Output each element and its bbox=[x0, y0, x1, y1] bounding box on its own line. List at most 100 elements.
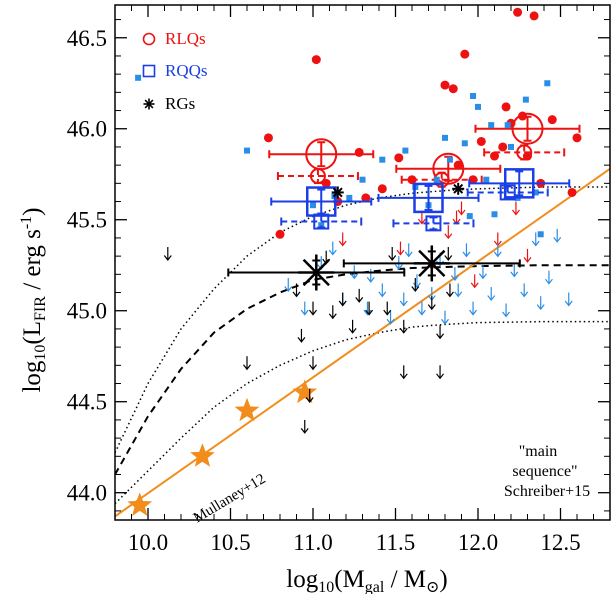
y-tick-label: 44.5 bbox=[67, 390, 107, 415]
rqq-point bbox=[466, 213, 473, 220]
rgs-upper-limit bbox=[436, 365, 445, 380]
rgs-upper-limit bbox=[305, 388, 314, 403]
rqqs-upper-limit bbox=[564, 292, 573, 307]
rqq-point bbox=[359, 176, 366, 183]
mullaney-label: Mullaney+12 bbox=[191, 471, 269, 526]
legend-label-rgs: RGs bbox=[165, 94, 195, 113]
rqqs-upper-limit bbox=[366, 268, 375, 283]
mullaney-star bbox=[234, 397, 260, 422]
rlq-point bbox=[567, 187, 577, 197]
rqqs-upper-limit bbox=[399, 292, 408, 307]
rqqs-upper-limit bbox=[493, 243, 502, 258]
rqqs-upper-limit bbox=[450, 267, 459, 282]
rlq-point bbox=[498, 142, 508, 152]
x-tick-label: 10.0 bbox=[128, 530, 168, 555]
rqq-point bbox=[346, 194, 353, 201]
rqq-point bbox=[508, 143, 514, 150]
rqqs-upper-limit bbox=[300, 301, 309, 316]
rlqs-upper-limit bbox=[396, 241, 405, 256]
rqq-point bbox=[483, 176, 490, 183]
rqqs-upper-limit bbox=[553, 228, 562, 243]
rqq-point bbox=[402, 147, 409, 154]
legend-square-icon bbox=[142, 64, 156, 78]
annotations: "main sequence" Schreiber+15 Mullaney+12 bbox=[191, 443, 590, 526]
rqq-point bbox=[433, 176, 440, 183]
rqq-point bbox=[379, 156, 386, 163]
rgs-upper-limit bbox=[297, 328, 306, 343]
rqq-point bbox=[461, 140, 468, 147]
rqqs-upper-limit bbox=[441, 310, 449, 325]
x-tick-label: 10.5 bbox=[210, 530, 250, 555]
legend-label-rqqs: RQQs bbox=[165, 61, 208, 80]
rqq-median-errorbar bbox=[392, 216, 475, 231]
rqq-point bbox=[537, 231, 544, 238]
rg-mean-marker bbox=[298, 254, 335, 291]
legend-label-rlqs: RLQs bbox=[165, 29, 206, 48]
mullaney-star bbox=[292, 379, 318, 404]
rqqs-upper-limit bbox=[536, 296, 545, 311]
rlqs-upper-limit bbox=[452, 210, 461, 225]
rgs-upper-limit bbox=[427, 296, 436, 311]
rlq-point bbox=[377, 184, 387, 194]
rqqs-upper-limit bbox=[462, 243, 471, 258]
rlq-point bbox=[529, 11, 539, 21]
rqqs-upper-limit bbox=[378, 283, 387, 298]
rgs-upper-limit bbox=[163, 247, 172, 262]
y-tick-label: 46.5 bbox=[67, 26, 107, 51]
rlq-point bbox=[572, 133, 582, 143]
rqq-point bbox=[522, 96, 529, 103]
rqq-mean-marker bbox=[504, 168, 535, 199]
rqq-median-marker bbox=[313, 213, 330, 230]
rgs-upper-limit bbox=[348, 319, 357, 334]
x-tick-label: 12.5 bbox=[540, 530, 580, 555]
rlq-mean-errorbar bbox=[268, 141, 375, 168]
rgs-upper-limit bbox=[445, 283, 454, 298]
rgs-upper-limit bbox=[399, 319, 408, 334]
rgs-upper-limit bbox=[300, 419, 309, 434]
rlqs-upper-limit bbox=[523, 248, 532, 263]
rlq-point bbox=[513, 7, 523, 17]
rlqs-upper-limit bbox=[511, 201, 520, 216]
rlqs-upper-limit bbox=[338, 232, 347, 247]
rgs-upper-limit bbox=[444, 247, 453, 262]
rgs-upper-limit bbox=[355, 288, 364, 303]
rlq-mean-marker bbox=[511, 112, 544, 145]
rg-point bbox=[452, 182, 465, 195]
rqqs-upper-limit bbox=[454, 283, 463, 298]
rgs-upper-limit bbox=[328, 305, 337, 320]
rqq-point bbox=[504, 122, 511, 129]
y-tick-label: 46.0 bbox=[67, 117, 107, 142]
rlqs-upper-limit bbox=[457, 201, 466, 216]
main-sequence-label-2: sequence" bbox=[512, 463, 577, 480]
rqq-point bbox=[532, 189, 539, 196]
rqq-point bbox=[135, 74, 142, 81]
mullaney-star bbox=[127, 492, 153, 516]
rqqs-upper-limit bbox=[510, 263, 519, 278]
rqqs-upper-limit bbox=[386, 310, 395, 325]
rg-mean-marker bbox=[413, 245, 450, 282]
rlq-point bbox=[523, 151, 532, 161]
rlq-point bbox=[440, 80, 450, 90]
rqqs-upper-limit bbox=[502, 303, 511, 318]
rlq-median-marker bbox=[309, 168, 326, 185]
rgs-upper-limit bbox=[436, 325, 445, 340]
rlq-point bbox=[448, 84, 458, 94]
mullaney-star bbox=[190, 443, 215, 467]
rlq-point bbox=[476, 136, 486, 146]
rlq-point bbox=[311, 55, 321, 65]
rqq-mean-errorbar bbox=[377, 184, 480, 211]
axes-layer: 10.0 10.5 11.0 11.5 12.0 12.5 44.0 44.5 45.0 45.5… bbox=[67, 4, 611, 555]
rqq-point bbox=[446, 156, 453, 163]
rqqs-upper-limit bbox=[417, 301, 426, 316]
rlqs-upper-limit bbox=[444, 225, 453, 240]
rgs-upper-limit bbox=[309, 356, 317, 371]
y-tick-label: 44.0 bbox=[67, 481, 107, 506]
rgs-upper-limit bbox=[383, 301, 392, 316]
rqq-median-errorbar bbox=[280, 214, 363, 229]
rqq-point bbox=[544, 80, 551, 87]
rqq-mean-errorbar bbox=[270, 188, 373, 215]
rqqs-upper-limit bbox=[487, 287, 496, 302]
rqqs-upper-limit bbox=[520, 283, 529, 298]
x-tick-label: 11.5 bbox=[376, 530, 415, 555]
legend: RLQs RQQs RGs bbox=[142, 29, 208, 113]
